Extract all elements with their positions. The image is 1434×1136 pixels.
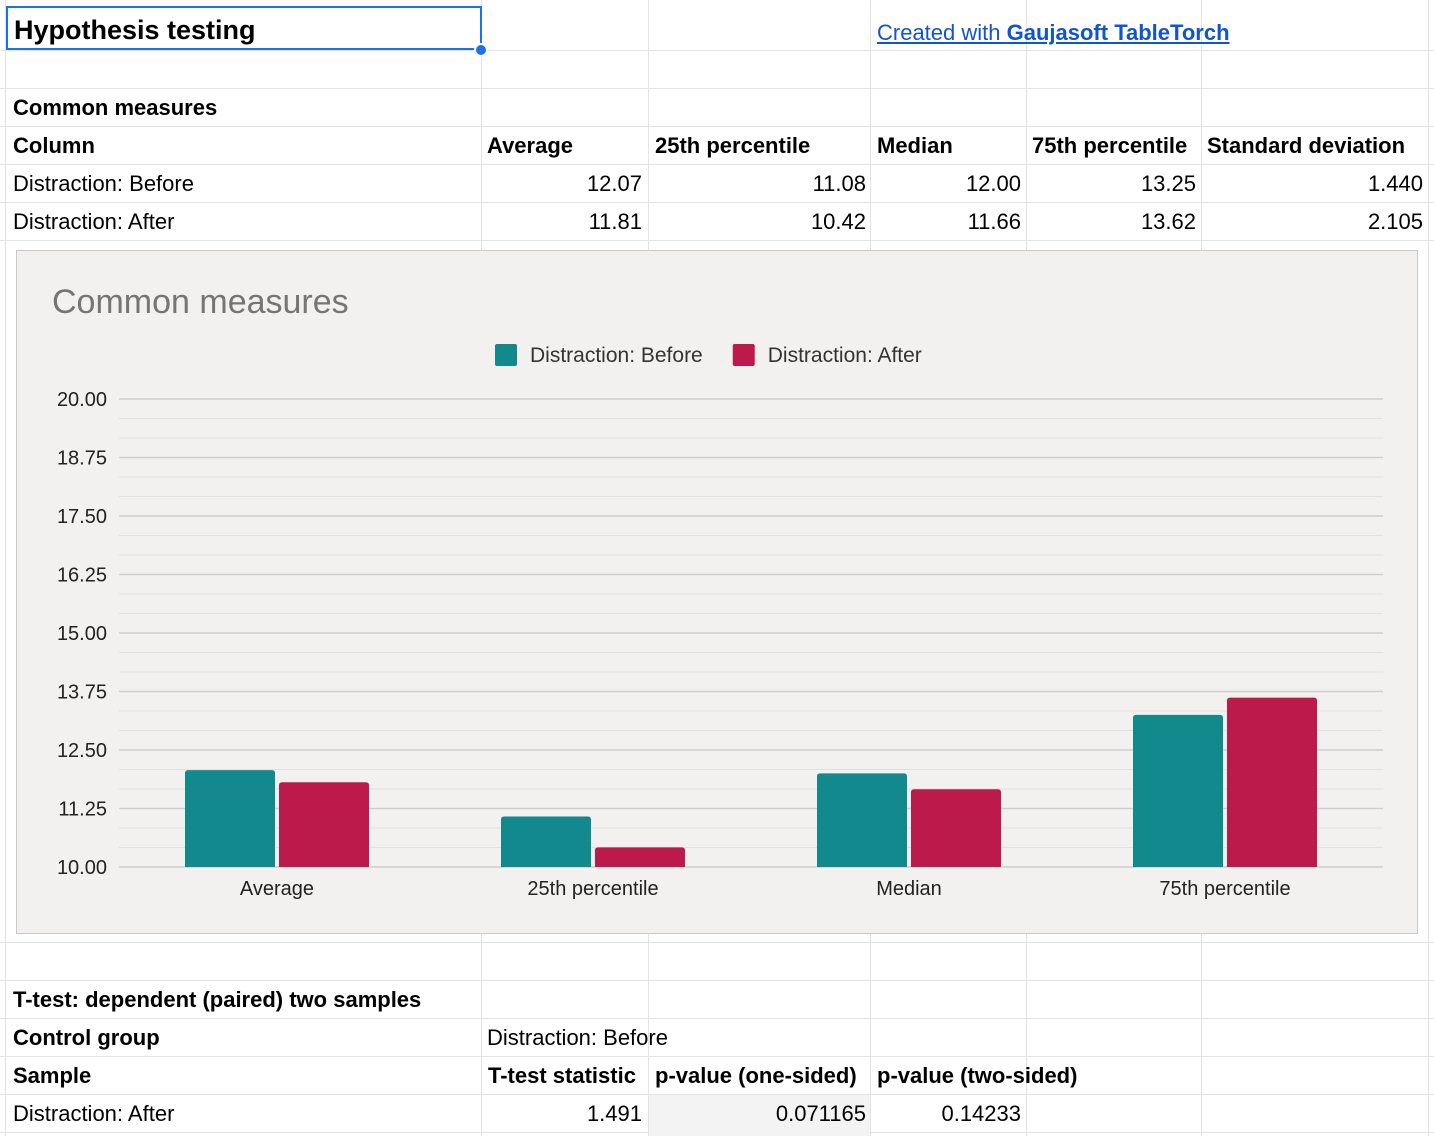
embedded-chart[interactable]: Common measures Distraction: Before Distr… [16, 250, 1418, 934]
cell-standard-deviation[interactable]: 1.440 [1367, 171, 1423, 196]
x-category-label: 25th percentile [527, 878, 658, 900]
control-group-label[interactable]: Control group [13, 1025, 160, 1050]
cell-25th-percentile[interactable]: 11.08 [812, 171, 866, 196]
p-value-two-sided-value[interactable]: 0.14233 [941, 1101, 1021, 1126]
cell-median[interactable]: 12.00 [965, 171, 1021, 196]
ttest-heading[interactable]: T-test: dependent (paired) two samples [13, 987, 422, 1012]
tabletorch-credit-link[interactable]: Created with Gaujasoft TableTorch [877, 20, 1230, 46]
header-p-value-one-sided[interactable]: p-value (one-sided) [655, 1063, 857, 1088]
cell-average[interactable]: 11.81 [588, 209, 642, 234]
y-tick-label: 20.00 [57, 389, 107, 411]
header-average[interactable]: Average [487, 133, 574, 158]
chart-gridlines [119, 398, 1383, 868]
cell-standard-deviation[interactable]: 2.105 [1367, 209, 1423, 234]
ttest-statistic-value[interactable]: 1.491 [586, 1101, 642, 1126]
chart-bars [185, 697, 1317, 867]
bar-after[interactable] [911, 789, 1001, 867]
x-category-label: Average [240, 878, 314, 900]
cell-75th-percentile[interactable]: 13.25 [1140, 171, 1196, 196]
header-column[interactable]: Column [13, 133, 95, 158]
credit-brand: Gaujasoft TableTorch [1006, 20, 1230, 45]
chart-title: Common measures [52, 283, 349, 321]
cell-average[interactable]: 12.07 [586, 171, 642, 196]
bar-after[interactable] [1227, 697, 1317, 867]
legend-swatch [495, 344, 517, 366]
bar-before[interactable] [185, 770, 275, 867]
header-75th-percentile[interactable]: 75th percentile [1032, 133, 1188, 158]
bar-before[interactable] [501, 816, 591, 867]
cell-75th-percentile[interactable]: 13.62 [1140, 209, 1196, 234]
bar-before[interactable] [1133, 714, 1223, 867]
common-measures-heading[interactable]: Common measures [13, 95, 218, 120]
credit-prefix: Created with [877, 20, 1007, 45]
y-tick-label: 18.75 [57, 448, 107, 470]
chart-legend: Distraction: Before Distraction: After [495, 344, 922, 367]
header-median[interactable]: Median [877, 133, 953, 158]
y-tick-label: 17.50 [57, 506, 107, 528]
row-label[interactable]: Distraction: Before [13, 171, 194, 196]
bar-before[interactable] [817, 773, 907, 867]
x-category-label: 75th percentile [1159, 878, 1290, 900]
bar-after[interactable] [279, 782, 369, 867]
sample-label[interactable]: Distraction: After [13, 1101, 175, 1126]
p-value-one-sided-value[interactable]: 0.071165 [775, 1101, 866, 1126]
legend-swatch [732, 344, 755, 366]
y-tick-label: 10.00 [57, 857, 107, 879]
header-sample[interactable]: Sample [13, 1063, 92, 1088]
chart-y-axis: 20.00 18.75 17.50 16.25 15.00 13.75 12.50 11.25… [57, 389, 107, 879]
legend-label[interactable]: Distraction: After [768, 344, 922, 367]
row-label[interactable]: Distraction: After [13, 209, 175, 234]
cell-25th-percentile[interactable]: 10.42 [810, 209, 866, 234]
y-tick-label: 16.25 [57, 565, 107, 587]
y-tick-label: 15.00 [57, 623, 107, 645]
sheet-title-cell[interactable]: Hypothesis testing [6, 6, 482, 50]
header-standard-deviation[interactable]: Standard deviation [1207, 133, 1406, 158]
header-ttest-statistic[interactable]: T-test statistic [488, 1063, 636, 1088]
x-category-label: Median [876, 878, 942, 900]
y-tick-label: 11.25 [58, 799, 107, 821]
y-tick-label: 12.50 [57, 740, 107, 762]
y-tick-label: 13.75 [57, 682, 107, 704]
selection-fill-handle[interactable] [474, 43, 488, 57]
legend-label[interactable]: Distraction: Before [530, 344, 703, 367]
selected-cell-highlight [649, 1095, 870, 1136]
bar-after[interactable] [595, 847, 685, 867]
cell-median[interactable]: 11.66 [967, 209, 1021, 234]
control-group-value[interactable]: Distraction: Before [487, 1025, 668, 1050]
header-25th-percentile[interactable]: 25th percentile [655, 133, 811, 158]
chart-canvas: Common measures Distraction: Before Distr… [52, 283, 1383, 900]
chart-x-axis: Average 25th percentile Median 75th percent… [240, 878, 1291, 900]
header-p-value-two-sided[interactable]: p-value (two-sided) [877, 1063, 1078, 1088]
